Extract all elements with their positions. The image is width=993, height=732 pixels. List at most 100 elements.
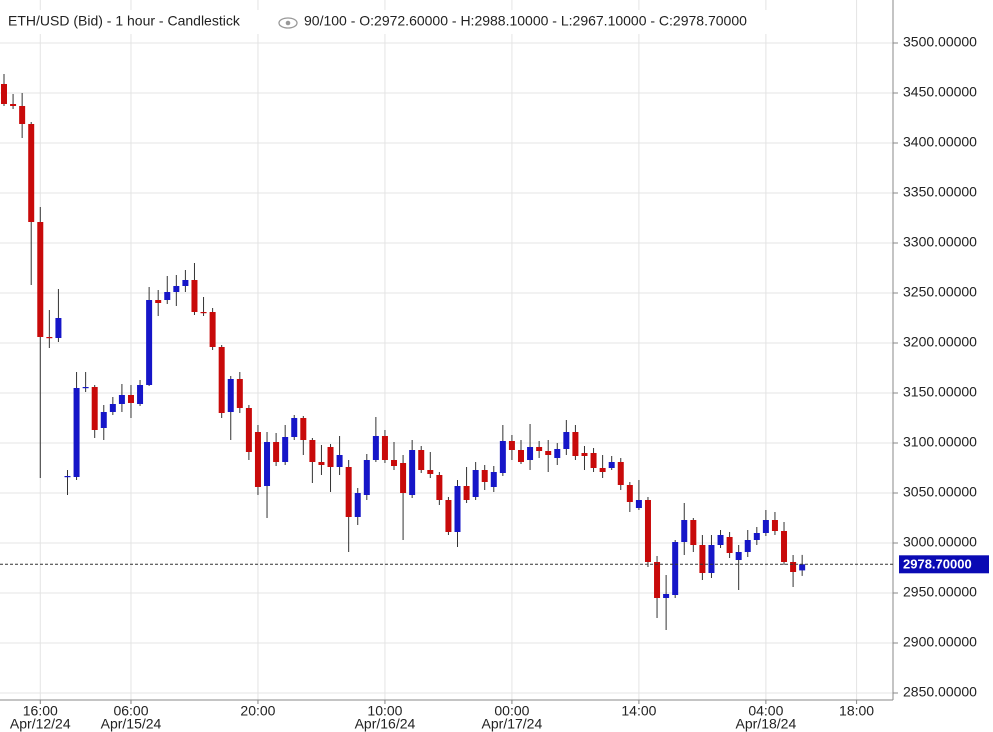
x-tick-label: 10:00	[367, 703, 402, 719]
candle-body	[790, 562, 797, 572]
candle-body	[436, 475, 443, 500]
x-tick-label: 00:00	[494, 703, 529, 719]
candle-body	[536, 447, 543, 451]
last-price-box	[899, 555, 989, 574]
y-tick-label: 3500.00000	[903, 34, 977, 50]
header-bg	[4, 10, 844, 34]
eye-icon	[278, 17, 298, 29]
x-date-label: Apr/15/24	[101, 716, 162, 732]
y-tick-label: 3000.00000	[903, 534, 977, 550]
candle-body	[236, 379, 243, 408]
candle-body	[127, 395, 134, 403]
candle-body	[173, 286, 180, 292]
y-tick-label: 2950.00000	[903, 584, 977, 600]
x-tick-label: 04:00	[748, 703, 783, 719]
y-tick-label: 3450.00000	[903, 84, 977, 100]
candle-body	[445, 500, 452, 532]
header-stats: 90/100 - O:2972.60000 - H:2988.10000 - L…	[304, 13, 747, 29]
x-date-label: Apr/12/24	[10, 716, 71, 732]
candle-body	[282, 437, 289, 462]
candle-body	[155, 300, 162, 303]
candle-body	[146, 300, 153, 385]
candle-body	[644, 500, 651, 562]
candle-body	[28, 124, 35, 222]
candle-body	[372, 436, 379, 460]
candle-body	[617, 462, 624, 485]
candle-body	[300, 418, 307, 440]
candle-body	[55, 318, 62, 338]
candle-body	[690, 520, 697, 545]
candle-body	[381, 436, 388, 460]
x-date-label: Apr/16/24	[355, 716, 416, 732]
x-tick-label: 14:00	[621, 703, 656, 719]
candle-body	[200, 312, 207, 314]
candle-body	[218, 347, 225, 413]
candle-body	[391, 460, 398, 466]
candle-body	[472, 470, 479, 497]
candle-body	[191, 280, 198, 312]
candle-body	[409, 450, 416, 495]
candle-body	[572, 432, 579, 456]
candle-body	[1, 84, 7, 104]
candle-body	[318, 462, 325, 465]
candle-body	[454, 486, 461, 532]
candle-body	[699, 545, 706, 573]
candle-body	[354, 493, 361, 517]
candle-body	[137, 385, 144, 404]
candle-body	[227, 379, 234, 412]
candles	[1, 74, 806, 630]
candle-body	[753, 533, 760, 540]
candle-body	[599, 468, 606, 472]
y-tick-label: 3350.00000	[903, 184, 977, 200]
x-tick-label: 20:00	[240, 703, 275, 719]
y-tick-label: 3250.00000	[903, 284, 977, 300]
y-tick-label: 3400.00000	[903, 134, 977, 150]
candle-body	[581, 453, 588, 456]
candle-body	[400, 463, 407, 493]
candle-body	[499, 441, 506, 473]
candle-body	[781, 531, 788, 562]
candle-body	[481, 470, 488, 482]
candle-body	[37, 222, 44, 337]
candle-body	[273, 442, 280, 462]
candle-body	[46, 337, 53, 339]
x-tick-label: 16:00	[23, 703, 58, 719]
candle-body	[19, 106, 26, 124]
y-tick-label: 2850.00000	[903, 684, 977, 700]
candle-body	[327, 447, 334, 467]
x-date-label: Apr/18/24	[736, 716, 797, 732]
candle-body	[164, 292, 171, 300]
candle-body	[744, 540, 751, 552]
y-tick-label: 2900.00000	[903, 634, 977, 650]
candle-body	[527, 447, 534, 460]
candle-body	[463, 486, 470, 500]
candle-body	[590, 453, 597, 468]
candle-body	[291, 418, 298, 437]
candle-body	[635, 500, 642, 508]
candle-body	[309, 440, 316, 462]
y-tick-label: 3300.00000	[903, 234, 977, 250]
last-price-label: 2978.70000	[903, 557, 972, 572]
candle-body	[726, 537, 733, 553]
candle-body	[73, 388, 80, 477]
candle-body	[82, 387, 89, 389]
candle-body	[681, 520, 688, 542]
candle-body	[517, 450, 524, 462]
candle-body	[264, 442, 271, 486]
candle-body	[100, 412, 107, 428]
candle-body	[427, 470, 434, 474]
y-tick-label: 3150.00000	[903, 384, 977, 400]
x-tick-label: 06:00	[113, 703, 148, 719]
candle-body	[336, 455, 343, 467]
candle-body	[64, 476, 71, 478]
candle-body	[771, 520, 778, 531]
candle-body	[118, 395, 125, 404]
grid	[0, 0, 893, 700]
candle-body	[418, 450, 425, 470]
candle-body	[663, 594, 670, 598]
candle-body	[799, 564, 806, 571]
x-tick-label: 18:00	[839, 703, 874, 719]
candle-body	[345, 467, 352, 517]
candle-body	[735, 552, 742, 560]
